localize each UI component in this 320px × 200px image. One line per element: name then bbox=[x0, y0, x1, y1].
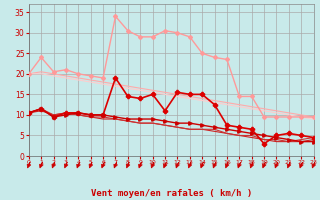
Text: Vent moyen/en rafales ( km/h ): Vent moyen/en rafales ( km/h ) bbox=[91, 189, 252, 198]
